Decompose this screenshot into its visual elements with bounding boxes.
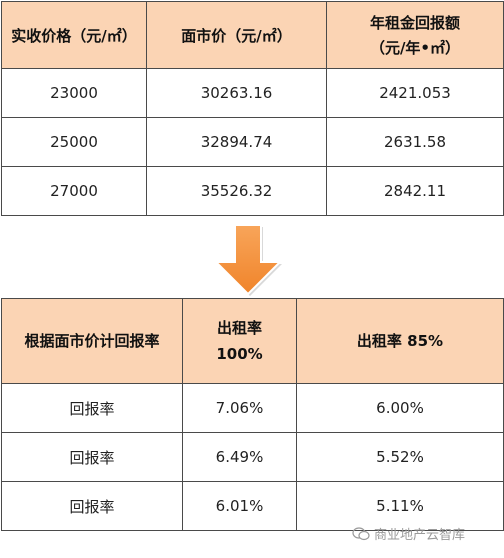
cell-return-label: 回报率 xyxy=(1,432,183,482)
cell-return-85: 5.52% xyxy=(296,432,504,482)
cell-return-100: 6.01% xyxy=(182,481,297,531)
header-occupancy-label: 出租率 xyxy=(216,319,262,337)
table-row: 23000 30263.16 2421.053 xyxy=(1,68,504,118)
cell-actual-price: 27000 xyxy=(1,166,147,216)
table-row: 25000 32894.74 2631.58 xyxy=(1,117,504,167)
table-row: 回报率 6.01% 5.11% xyxy=(1,481,504,531)
header-market-price: 面市价（元/㎡） xyxy=(146,1,327,69)
header-occupancy-100: 出租率 100% xyxy=(182,298,297,384)
down-arrow-icon xyxy=(208,222,288,297)
cell-return-label: 回报率 xyxy=(1,383,183,433)
header-actual-price: 实收价格（元/㎡） xyxy=(1,1,147,69)
cell-return-100: 6.49% xyxy=(182,432,297,482)
cell-annual-rent: 2421.053 xyxy=(326,68,504,118)
header-annual-rent-line1: 年租金回报额 xyxy=(369,14,460,32)
cell-return-label: 回报率 xyxy=(1,481,183,531)
cell-return-85: 5.11% xyxy=(296,481,504,531)
table-row: 27000 35526.32 2842.11 xyxy=(1,166,504,216)
cell-annual-rent: 2631.58 xyxy=(326,117,504,167)
cell-actual-price: 23000 xyxy=(1,68,147,118)
cell-annual-rent: 2842.11 xyxy=(326,166,504,216)
cell-market-price: 32894.74 xyxy=(146,117,327,167)
table-row: 回报率 7.06% 6.00% xyxy=(1,383,504,433)
header-annual-rent-line2: （元/年•㎡） xyxy=(369,39,461,57)
cell-return-100: 7.06% xyxy=(182,383,297,433)
cell-actual-price: 25000 xyxy=(1,117,147,167)
price-table: 实收价格（元/㎡） 面市价（元/㎡） 年租金回报额 （元/年•㎡） 23000 … xyxy=(1,1,504,216)
wechat-icon xyxy=(352,527,370,541)
watermark: 商业地产云智库 xyxy=(352,524,465,543)
return-rate-table: 根据面市价计回报率 出租率 100% 出租率 85% 回报率 7.06% 6.0… xyxy=(1,298,504,531)
price-table-header-row: 实收价格（元/㎡） 面市价（元/㎡） 年租金回报额 （元/年•㎡） xyxy=(1,1,504,69)
watermark-text: 商业地产云智库 xyxy=(374,528,466,543)
header-occupancy-85: 出租率 85% xyxy=(296,298,504,384)
return-table-header-row: 根据面市价计回报率 出租率 100% 出租率 85% xyxy=(1,298,504,384)
header-occupancy-value: 100% xyxy=(216,345,263,363)
cell-market-price: 30263.16 xyxy=(146,68,327,118)
header-return-basis: 根据面市价计回报率 xyxy=(1,298,183,384)
table-row: 回报率 6.49% 5.52% xyxy=(1,432,504,482)
cell-return-85: 6.00% xyxy=(296,383,504,433)
header-annual-rent: 年租金回报额 （元/年•㎡） xyxy=(326,1,504,69)
cell-market-price: 35526.32 xyxy=(146,166,327,216)
